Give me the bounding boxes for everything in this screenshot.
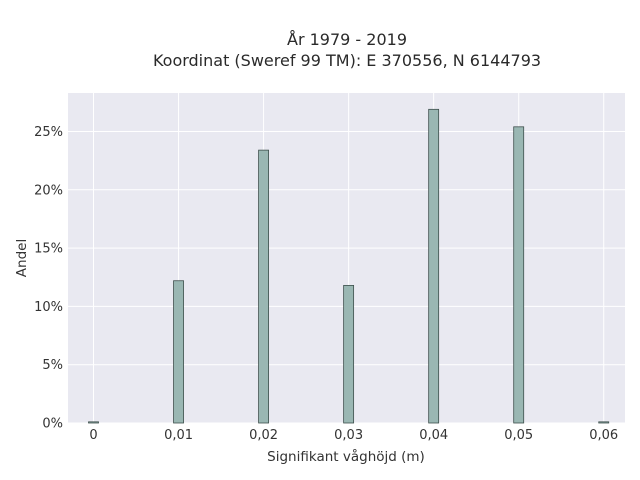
y-tick-label: 10%	[34, 300, 63, 315]
x-tick-label: 0,01	[164, 428, 193, 443]
bar	[598, 421, 610, 424]
y-tick-label: 5%	[42, 358, 63, 373]
bar	[428, 108, 440, 424]
x-tick-label: 0,04	[419, 428, 448, 443]
x-tick-label: 0	[89, 428, 97, 443]
x-tick-label: 0,05	[504, 428, 533, 443]
y-tick-label: 20%	[34, 183, 63, 198]
x-tick-label: 0,02	[249, 428, 278, 443]
y-tick-label: 0%	[42, 417, 63, 432]
bars	[88, 108, 610, 424]
bar	[513, 126, 525, 424]
x-axis-label: Signifikant våghöjd (m)	[267, 448, 425, 465]
x-tick-label: 0,03	[334, 428, 363, 443]
chart-title-line-1: År 1979 - 2019	[287, 30, 407, 49]
bar	[343, 285, 355, 424]
bar	[258, 149, 269, 424]
chart-title-line-2: Koordinat (Sweref 99 TM): E 370556, N 61…	[153, 51, 541, 70]
y-axis-label: Andel	[14, 239, 30, 277]
x-axis-ticks: 0 0,01 0,02 0,03 0,04 0,05 0,06	[89, 428, 618, 443]
y-tick-label: 25%	[34, 125, 63, 140]
x-tick-label: 0,06	[589, 428, 618, 443]
bar	[88, 421, 99, 424]
y-axis-ticks: 0% 5% 10% 15% 20% 25%	[34, 125, 63, 432]
y-tick-label: 15%	[34, 242, 63, 257]
bar	[173, 280, 184, 424]
